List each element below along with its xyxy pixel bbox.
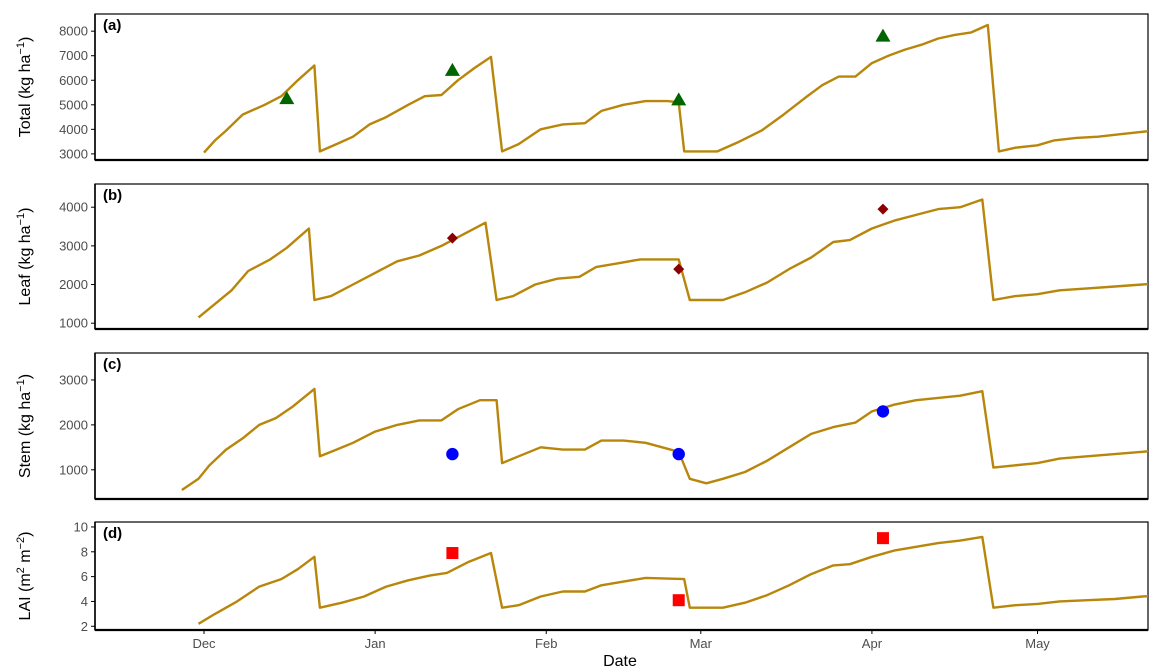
panel-leaf-y-tick-label: 2000 <box>59 277 88 292</box>
panel-leaf-obs-point <box>446 232 458 244</box>
panel-total-y-tick-label: 5000 <box>59 97 88 112</box>
panel-leaf-model-line <box>197 198 1148 319</box>
panel-total-obs-point <box>279 91 295 105</box>
panel-stem-frame <box>94 352 1149 500</box>
panel-lai-model-line <box>197 535 1148 625</box>
panel-lai-y-tick-label: 6 <box>81 569 88 584</box>
panel-leaf-y-axis-title: Leaf (kg ha−1) <box>15 208 34 306</box>
panel-lai-y-tick-label: 8 <box>81 544 88 559</box>
panel-leaf-y-tick-label: 3000 <box>59 238 88 253</box>
panel-lai: 2 4 6 8 10 (d) LAI (m2 m−2) <box>15 519 1149 634</box>
x-axis: Dec Jan Feb Mar Apr May <box>192 630 1050 651</box>
panel-total-y-tick-label: 6000 <box>59 73 88 88</box>
x-tick-label: Dec <box>192 636 216 651</box>
panel-leaf-frame <box>94 183 1149 330</box>
x-axis-title: Date <box>603 653 637 670</box>
panel-stem-tag: (c) <box>103 356 121 373</box>
panel-lai-y-tick-label: 10 <box>74 519 88 534</box>
panel-leaf-y-tick-label: 4000 <box>59 200 88 215</box>
panel-stem-y-axis-title: Stem (kg ha−1) <box>15 374 34 478</box>
panel-total-y-tick-label: 8000 <box>59 24 88 39</box>
panel-total-obs-point <box>875 28 891 42</box>
panel-stem-obs-point <box>446 447 459 461</box>
panel-total-obs-point <box>444 62 460 76</box>
panel-stem-y-tick-label: 3000 <box>59 372 88 387</box>
panel-lai-frame <box>94 521 1149 631</box>
panel-leaf-obs-point <box>673 263 685 275</box>
panel-stem-model-line <box>181 387 1148 491</box>
panel-leaf-y-tick-label: 1000 <box>59 316 88 331</box>
panel-lai-y-tick-label: 2 <box>81 619 88 634</box>
panel-stem-obs-point <box>876 405 890 418</box>
x-tick-label: Mar <box>690 636 713 651</box>
panel-total-y-axis-title: Total (kg ha−1) <box>15 37 34 138</box>
panel-total-frame <box>94 13 1149 161</box>
panel-leaf-obs-point <box>877 203 889 215</box>
panel-total-y-tick-label: 7000 <box>59 48 88 63</box>
panel-total-y-tick-label: 4000 <box>59 122 88 137</box>
panel-total-model-line <box>203 23 1148 154</box>
panel-lai-obs-point <box>876 532 889 545</box>
x-tick-label: Feb <box>535 636 557 651</box>
panel-stem-y-tick-label: 1000 <box>59 462 88 477</box>
panel-stem-obs-point <box>672 447 685 461</box>
panel-total-y-tick-label: 3000 <box>59 146 88 161</box>
x-tick-label: Apr <box>862 636 883 651</box>
x-tick-label: May <box>1025 636 1050 651</box>
panel-lai-y-axis-title: LAI (m2 m−2) <box>15 532 34 621</box>
panel-stem-y-tick-label: 2000 <box>59 417 88 432</box>
panel-leaf-tag: (b) <box>103 187 122 204</box>
panel-total-tag: (a) <box>103 17 121 34</box>
panel-lai-y-tick-label: 4 <box>81 594 88 609</box>
panel-total-obs-point <box>671 92 687 106</box>
panel-stem: 1000 2000 3000 (c) Stem (kg ha−1) <box>15 352 1149 501</box>
x-tick-label: Jan <box>365 636 386 651</box>
panel-lai-tag: (d) <box>103 525 122 542</box>
panel-leaf: 1000 2000 3000 4000 (b) Leaf (kg ha−1) <box>15 183 1149 331</box>
panel-total: 3000 4000 5000 6000 7000 8000 (a) Total (kg ha−… <box>15 13 1149 161</box>
panels-layer: 3000 4000 5000 6000 7000 8000 (a) Total (kg ha−… <box>15 13 1149 634</box>
panel-lai-obs-point <box>446 547 459 560</box>
panel-lai-obs-point <box>672 594 685 607</box>
